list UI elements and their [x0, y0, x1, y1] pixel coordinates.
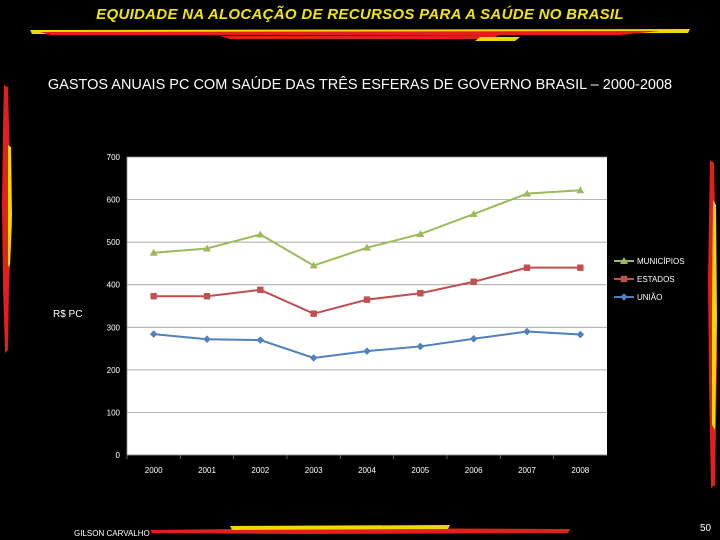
y-tick-label: 700 [107, 153, 121, 162]
data-point-uniao [523, 327, 531, 336]
x-tick-label: 2004 [358, 466, 376, 475]
data-point-estados [150, 293, 157, 300]
data-point-estados [523, 264, 531, 271]
data-point-municipios [256, 230, 265, 238]
data-point-estados [203, 293, 211, 300]
data-point-estados [417, 290, 424, 297]
x-tick-label: 2005 [411, 466, 429, 475]
legend-label-municipios: MUNICÍPIOS [637, 257, 685, 266]
x-tick-label: 2002 [251, 466, 269, 475]
data-point-municipios [149, 248, 158, 256]
data-point-uniao [203, 335, 211, 344]
y-tick-label: 300 [107, 323, 121, 332]
data-point-municipios [576, 186, 585, 194]
x-tick-label: 2007 [518, 466, 536, 475]
data-point-municipios [416, 230, 425, 238]
left-edge-decoration [2, 85, 12, 353]
data-point-uniao [256, 336, 265, 344]
y-tick-label: 100 [107, 408, 121, 417]
data-point-municipios [523, 189, 531, 197]
data-point-estados [363, 296, 371, 303]
legend-marker-uniao [620, 293, 628, 301]
data-point-uniao [576, 330, 585, 339]
legend-marker-municipios [620, 257, 628, 264]
legend-label-estados: ESTADOS [637, 275, 675, 284]
chart-title: GASTOS ANUAIS PC COM SAÚDE DAS TRÊS ESFE… [47, 77, 673, 93]
footer-author: GILSON CARVALHO [74, 529, 150, 538]
data-point-municipios [309, 261, 318, 269]
y-axis-label: R$ PC [53, 309, 83, 320]
data-point-estados [310, 310, 317, 317]
data-point-uniao [309, 354, 318, 362]
page-number: 50 [700, 523, 712, 534]
y-tick-label: 400 [107, 281, 121, 290]
y-tick-label: 600 [107, 196, 121, 205]
x-tick-label: 2003 [305, 466, 323, 475]
data-point-uniao [149, 330, 158, 338]
data-point-municipios [363, 243, 371, 251]
data-point-uniao [469, 334, 478, 343]
data-point-estados [577, 264, 584, 271]
x-tick-label: 2006 [465, 466, 483, 475]
y-tick-label: 500 [107, 238, 121, 247]
data-point-estados [257, 286, 264, 294]
y-tick-label: 200 [107, 366, 121, 375]
legend-label-uniao: UNIÃO [637, 293, 662, 302]
data-point-municipios [203, 244, 211, 252]
data-point-municipios [469, 210, 478, 218]
data-point-estados [470, 278, 477, 285]
data-point-uniao [416, 342, 425, 351]
legend-marker-estados [620, 275, 628, 283]
title-underline-decoration [30, 29, 690, 41]
x-tick-label: 2008 [571, 466, 589, 475]
y-tick-label: 0 [116, 451, 121, 460]
right-edge-decoration [708, 160, 717, 488]
x-tick-label: 2000 [145, 466, 163, 475]
data-point-uniao [363, 347, 371, 355]
bottom-edge-decoration [150, 525, 570, 534]
plot-area [127, 157, 607, 455]
slide-title: EQUIDADE NA ALOCAÇÃO DE RECURSOS PARA A … [96, 6, 624, 23]
x-tick-label: 2001 [198, 466, 216, 475]
